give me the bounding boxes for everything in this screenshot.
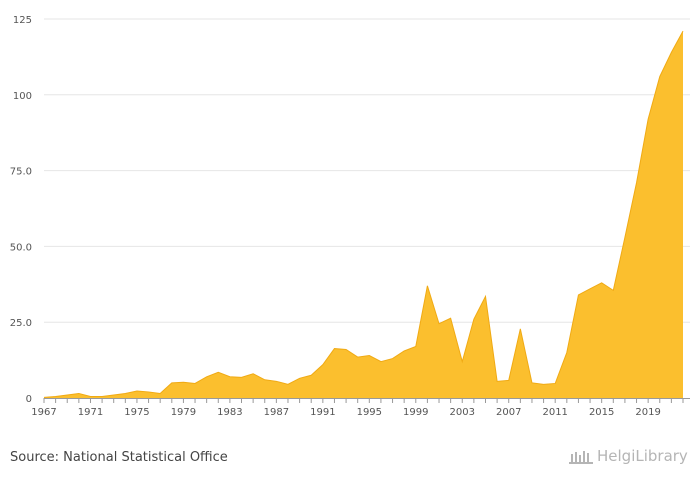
x-tick-label: 1979 [171, 407, 196, 418]
x-tick-label: 2015 [589, 407, 614, 418]
x-tick-label: 2007 [496, 407, 521, 418]
source-note: Source: National Statistical Office [10, 450, 228, 465]
x-axis-ticks: 1967 1971 1975 1979 1983 1987 1991 1995 1999 2003… [31, 398, 684, 418]
x-tick-label: 1991 [310, 407, 335, 418]
area-chart: 0 25.0 50.0 75.0 100 125 1967 1971 1975 1979 1983… [10, 15, 690, 418]
y-tick-label: 100 [13, 91, 32, 102]
x-tick-label: 1995 [357, 407, 382, 418]
y-tick-label: 50.0 [10, 242, 32, 253]
x-tick-label: 2019 [635, 407, 660, 418]
x-tick-label: 1967 [31, 407, 56, 418]
y-tick-label: 0 [26, 394, 32, 405]
area-line [43, 30, 684, 398]
x-tick-label: 1975 [124, 407, 149, 418]
area-fill [44, 31, 683, 399]
y-tick-label: 25.0 [10, 318, 32, 329]
x-tick-label: 1971 [78, 407, 103, 418]
y-tick-label: 125 [13, 15, 32, 26]
helgi-library-logo: HelgiLibrary [568, 447, 688, 465]
x-tick-label: 1999 [403, 407, 428, 418]
library-icon [569, 451, 593, 464]
gridlines [44, 18, 690, 323]
x-tick-label: 2003 [450, 407, 475, 418]
y-tick-label: 75.0 [10, 167, 32, 178]
x-tick-label: 2011 [542, 407, 567, 418]
x-tick-label: 1987 [264, 407, 289, 418]
y-axis-ticks: 0 25.0 50.0 75.0 100 125 [10, 15, 32, 405]
brand-name: HelgiLibrary [597, 447, 688, 465]
area-series [43, 30, 684, 399]
x-tick-label: 1983 [217, 407, 242, 418]
